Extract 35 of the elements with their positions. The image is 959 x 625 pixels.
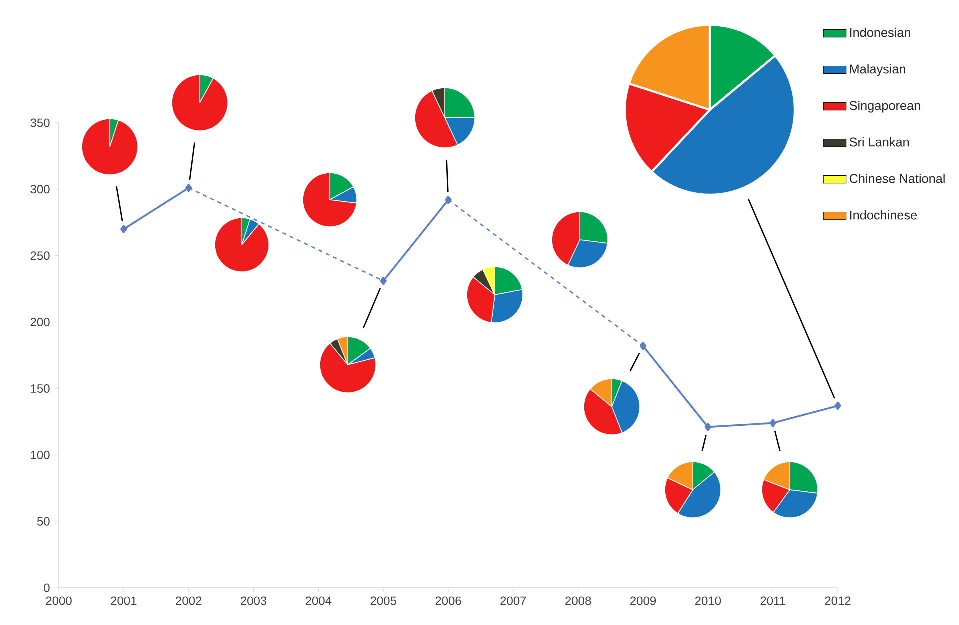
x-tick-label: 2006 [436,596,462,606]
x-tick-label: 2009 [630,596,656,606]
x-tick-label: 2003 [241,596,267,606]
legend-label: Chinese National [850,174,945,184]
point [380,276,387,286]
y-tick-label: 0 [44,584,50,592]
point [186,184,192,192]
x-tick-label: 2005 [370,596,396,606]
legend-label: Sri Lankan [850,137,910,147]
legend-label: Malaysian [850,64,906,76]
point [120,225,128,234]
x-tick-label: 2001 [111,596,137,606]
x-tick-label: 2012 [825,596,851,606]
x-tick-label: 2004 [306,596,332,606]
legend-label: Singaporean [850,100,920,113]
point [640,342,647,350]
legend-label: Indonesian [850,28,910,38]
y-tick-label: 150 [31,384,50,393]
y-tick-label: 200 [30,318,50,327]
x-tick-label: 2002 [176,596,202,606]
x-tick-label: 2008 [566,596,592,606]
point [704,423,712,432]
y-tick-label: 350 [30,118,50,128]
point [445,196,452,204]
y-tick-label: 50 [37,517,50,526]
y-tick-label: 100 [31,450,50,460]
x-tick-label: 2007 [500,596,526,606]
x-tick-label: 2000 [46,596,72,606]
point [770,419,776,428]
y-tick-label: 300 [30,185,50,194]
point [834,402,842,410]
legend-label: Indochinese [850,210,918,220]
x-tick-label: 2010 [695,596,722,606]
x-tick-label: 2011 [760,596,786,606]
y-tick-label: 250 [30,252,50,260]
